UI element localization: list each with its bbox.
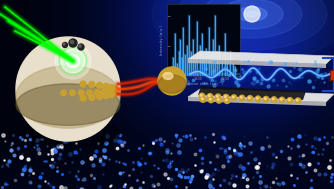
Circle shape (94, 90, 100, 95)
Circle shape (78, 90, 84, 95)
Circle shape (232, 96, 234, 98)
Circle shape (231, 95, 237, 100)
Circle shape (247, 96, 253, 101)
Circle shape (103, 93, 109, 99)
Polygon shape (188, 51, 334, 64)
Polygon shape (188, 89, 334, 102)
Polygon shape (188, 59, 326, 68)
Circle shape (79, 45, 81, 47)
Circle shape (216, 95, 218, 97)
Circle shape (200, 94, 202, 96)
Circle shape (97, 94, 103, 100)
Circle shape (209, 98, 211, 100)
Circle shape (109, 91, 114, 97)
Circle shape (281, 98, 282, 100)
Circle shape (80, 81, 86, 87)
Circle shape (62, 43, 67, 47)
Ellipse shape (246, 11, 258, 17)
Circle shape (80, 95, 86, 101)
Circle shape (244, 6, 260, 22)
Ellipse shape (163, 73, 173, 80)
Circle shape (295, 98, 301, 104)
Circle shape (61, 49, 85, 73)
Polygon shape (198, 86, 306, 100)
Bar (330, 70, 334, 80)
Circle shape (288, 99, 290, 101)
Ellipse shape (16, 66, 120, 128)
Circle shape (16, 37, 120, 141)
Ellipse shape (26, 120, 120, 146)
Circle shape (287, 98, 293, 103)
Circle shape (69, 39, 77, 47)
Polygon shape (188, 97, 326, 106)
Circle shape (63, 43, 65, 45)
Circle shape (200, 97, 206, 102)
Circle shape (224, 96, 226, 97)
Circle shape (109, 85, 114, 91)
Circle shape (89, 82, 95, 88)
Circle shape (263, 96, 269, 102)
Circle shape (103, 83, 109, 89)
Circle shape (112, 86, 118, 92)
Circle shape (78, 44, 84, 50)
Circle shape (65, 53, 81, 69)
Circle shape (279, 97, 285, 103)
Circle shape (114, 87, 120, 93)
Circle shape (112, 88, 118, 94)
Circle shape (59, 47, 87, 75)
Circle shape (208, 97, 214, 103)
Circle shape (158, 67, 186, 95)
Circle shape (201, 98, 203, 100)
Circle shape (217, 99, 219, 101)
Circle shape (257, 97, 258, 99)
Circle shape (255, 96, 261, 102)
Circle shape (225, 99, 227, 101)
Circle shape (97, 82, 103, 88)
Circle shape (70, 40, 73, 44)
Circle shape (273, 98, 274, 100)
Circle shape (69, 57, 77, 65)
Circle shape (223, 94, 229, 100)
Ellipse shape (177, 0, 327, 50)
Circle shape (89, 94, 95, 100)
Circle shape (240, 96, 242, 98)
Ellipse shape (202, 0, 302, 38)
Circle shape (55, 43, 91, 79)
Circle shape (248, 97, 250, 99)
Circle shape (106, 89, 112, 95)
Circle shape (215, 94, 221, 100)
Circle shape (216, 98, 222, 103)
Circle shape (61, 90, 66, 96)
Circle shape (101, 89, 106, 95)
Circle shape (208, 95, 210, 97)
Circle shape (271, 97, 277, 102)
Circle shape (66, 54, 80, 68)
Ellipse shape (16, 84, 120, 125)
Circle shape (199, 93, 205, 99)
Ellipse shape (237, 7, 267, 21)
Circle shape (296, 99, 298, 101)
Circle shape (87, 90, 92, 95)
Circle shape (110, 89, 116, 94)
Circle shape (224, 98, 230, 104)
Circle shape (239, 95, 245, 101)
Circle shape (265, 98, 266, 99)
Circle shape (70, 58, 76, 64)
Ellipse shape (158, 75, 186, 93)
Ellipse shape (221, 0, 283, 29)
Circle shape (112, 90, 118, 96)
Circle shape (114, 89, 120, 95)
Circle shape (69, 90, 75, 96)
Circle shape (207, 94, 213, 99)
